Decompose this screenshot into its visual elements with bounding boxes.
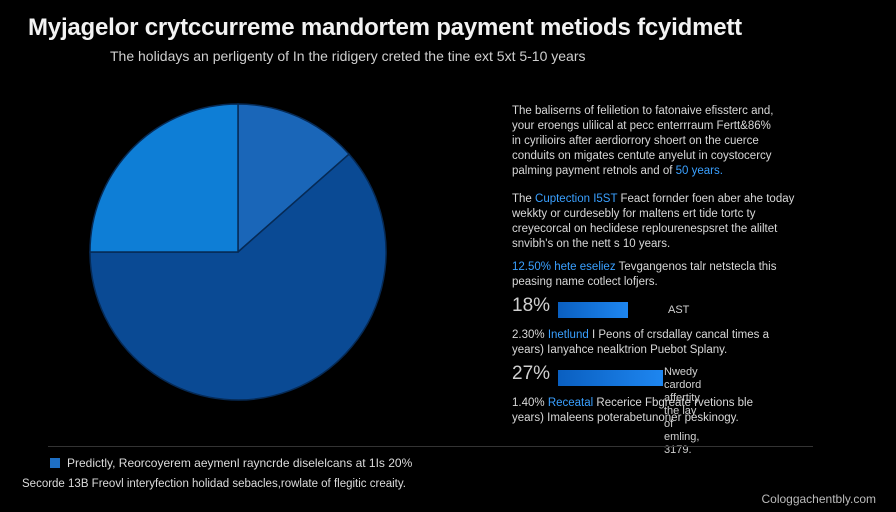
note-1-lead: 2.30%: [512, 329, 545, 341]
bar-2-percent: 27%: [512, 363, 551, 384]
bar-1-label: AST: [668, 304, 690, 316]
note-1-highlight: Inetlund: [547, 329, 589, 341]
bar-1-fill: [558, 302, 628, 318]
info-paragraph-1-highlight: 50 years.: [675, 165, 723, 177]
footer-legend: Predictly, Reorcoyerem aeymenl rayncrde …: [50, 456, 412, 470]
legend-swatch: [50, 458, 60, 468]
info-paragraph-2-highlight: Cuptection I5ST: [535, 193, 618, 205]
bar-2-fill: [558, 370, 663, 386]
info-paragraph-2-prefix: The: [512, 193, 536, 205]
bar-2-label: Nwedy cardord affertity the lay of emlin…: [664, 366, 702, 456]
note-2-highlight: Receatal: [547, 397, 594, 409]
note-1-text: I Peons of crsdallay cancal times a year…: [512, 329, 769, 356]
chart-subtitle: The holidays an perligenty of In the rid…: [110, 48, 586, 64]
footer-divider: [48, 446, 813, 447]
info-paragraph-3-text: Tevgangenos talr netstecla this peasing …: [512, 261, 777, 288]
note-1: 2.30% Inetlund I Peons of crsdallay canc…: [512, 328, 769, 358]
note-2: 1.40% Receatal Recerice Fbgreate rvetion…: [512, 396, 753, 426]
pie-chart: [89, 103, 387, 401]
footer-legend-text: Predictly, Reorcoyerem aeymenl rayncrde …: [67, 456, 413, 470]
info-paragraph-2-text: Feact fornder foen aber ahe today wekkty…: [512, 193, 795, 250]
watermark: Cologgachentbly.com: [761, 492, 876, 506]
note-2-text: Recerice Fbgreate rvetions ble years) Im…: [512, 397, 754, 424]
info-paragraph-1-text: The baliserns of feliletion to fatonaive…: [512, 105, 774, 177]
pie-slice-3: [89, 103, 239, 253]
pie-slice-1: [237, 103, 351, 254]
pie-slices: [89, 103, 387, 401]
pie-slice-2: [89, 153, 387, 401]
bar-1-percent: 18%: [512, 295, 551, 316]
info-paragraph-3: 12.50% hete eseliez Tevgangenos talr net…: [512, 260, 776, 290]
chart-title: Myjagelor crytccurreme mandortem payment…: [28, 14, 742, 41]
footer-note: Secorde 13B Freovl interyfection holidad…: [22, 478, 406, 490]
info-paragraph-3-highlight: 12.50% hete eseliez: [512, 261, 616, 273]
info-paragraph-2: The Cuptection I5ST Feact fornder foen a…: [512, 192, 794, 252]
note-2-lead: 1.40%: [512, 397, 545, 409]
info-paragraph-1: The baliserns of feliletion to fatonaive…: [512, 104, 773, 179]
